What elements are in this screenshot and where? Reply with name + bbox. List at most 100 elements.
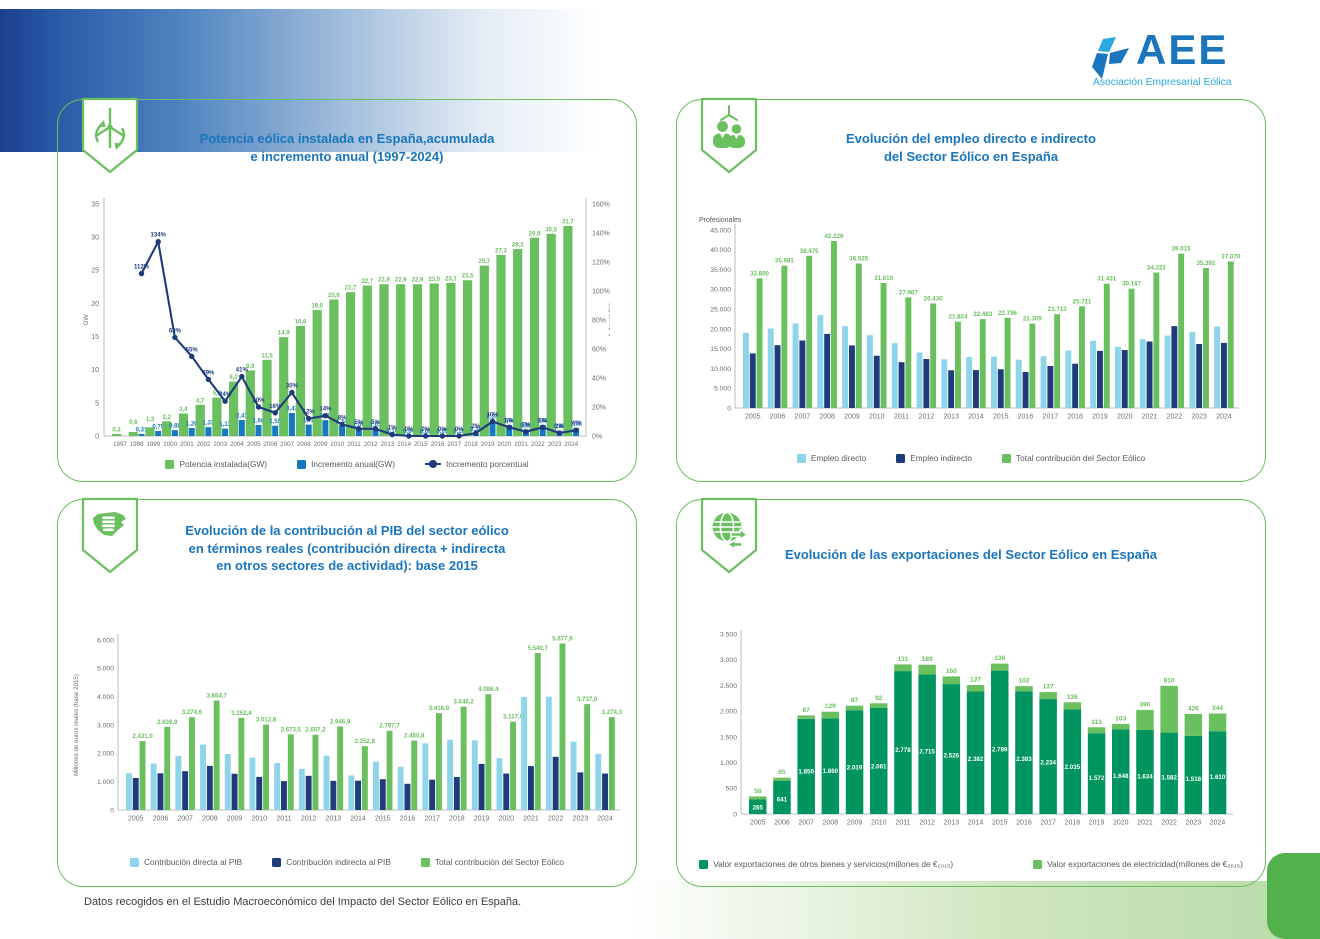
svg-text:35.981: 35.981	[775, 258, 794, 265]
svg-text:2019: 2019	[481, 441, 495, 448]
svg-text:30.000: 30.000	[710, 287, 731, 294]
svg-text:39.015: 39.015	[1172, 246, 1191, 253]
svg-text:2017: 2017	[447, 441, 461, 448]
svg-text:20.000: 20.000	[710, 326, 731, 333]
svg-text:3.012,8: 3.012,8	[256, 717, 277, 724]
svg-text:0,31: 0,31	[136, 427, 148, 433]
svg-text:2009: 2009	[844, 414, 860, 421]
svg-text:6%: 6%	[538, 418, 547, 424]
svg-text:27.967: 27.967	[899, 289, 918, 296]
svg-text:87: 87	[851, 697, 859, 704]
svg-text:20%: 20%	[253, 398, 266, 404]
chart-title-exports: Evolución de las exportaciones del Secto…	[784, 547, 1158, 562]
svg-text:2013: 2013	[381, 441, 395, 448]
chart-title-gdp: Evolución de la contribución al PIB del …	[185, 523, 509, 574]
chart-employment-legend: Empleo directo Empleo indirecto Total cont…	[677, 453, 1265, 463]
svg-text:GW: GW	[83, 314, 90, 326]
svg-text:2005: 2005	[745, 414, 761, 421]
svg-text:24%: 24%	[219, 392, 232, 398]
svg-text:20,6: 20,6	[328, 293, 340, 299]
svg-text:9,9: 9,9	[246, 364, 255, 370]
svg-text:2.000: 2.000	[97, 751, 114, 758]
svg-text:2007: 2007	[280, 441, 294, 448]
svg-text:0,00: 0,00	[420, 430, 432, 436]
svg-text:2009: 2009	[314, 441, 328, 448]
svg-text:11,5: 11,5	[261, 353, 273, 359]
svg-text:2.382: 2.382	[968, 756, 984, 763]
svg-text:0%: 0%	[405, 427, 414, 433]
svg-text:2007: 2007	[177, 816, 193, 823]
svg-text:8%: 8%	[338, 415, 347, 421]
aee-pinwheel-icon	[1092, 37, 1129, 79]
svg-text:16,6: 16,6	[295, 319, 307, 325]
svg-text:1,18: 1,18	[570, 422, 582, 428]
svg-text:150: 150	[946, 668, 957, 675]
svg-text:22,7: 22,7	[361, 279, 373, 285]
svg-text:5,8: 5,8	[213, 391, 222, 397]
svg-text:2.789: 2.789	[992, 747, 1008, 754]
bottom-green-band	[630, 881, 1320, 939]
svg-text:2020: 2020	[498, 441, 512, 448]
svg-text:5.000: 5.000	[97, 666, 114, 673]
svg-text:21,7: 21,7	[345, 286, 357, 292]
svg-text:2024: 2024	[564, 441, 578, 448]
svg-text:137: 137	[1043, 684, 1054, 691]
svg-text:160%: 160%	[592, 201, 610, 208]
aee-logo-text: AEE	[1136, 26, 1229, 73]
svg-text:2.673,5: 2.673,5	[281, 726, 302, 733]
svg-text:10: 10	[91, 367, 99, 374]
svg-text:0%: 0%	[455, 427, 464, 433]
svg-text:41%: 41%	[236, 368, 249, 374]
svg-text:4.000: 4.000	[97, 694, 114, 701]
svg-text:21.824: 21.824	[948, 314, 967, 321]
card-installed-capacity: Potencia eólica instalada en España,acum…	[57, 97, 637, 482]
footer-note: Datos recogidos en el Estudio Macroeconó…	[84, 896, 522, 908]
svg-text:2.431,0: 2.431,0	[132, 733, 153, 740]
svg-text:2013: 2013	[943, 414, 959, 421]
chart-gdp-legend: Contribución directa al PIB Contribución …	[58, 857, 636, 867]
svg-text:36.525: 36.525	[849, 256, 868, 263]
svg-text:5.877,9: 5.877,9	[552, 635, 573, 642]
svg-text:23,5: 23,5	[462, 274, 474, 280]
svg-text:0,88: 0,88	[520, 424, 532, 430]
svg-text:2021: 2021	[1137, 820, 1153, 827]
svg-text:10.000: 10.000	[710, 366, 731, 373]
svg-text:67: 67	[802, 707, 810, 714]
svg-text:1,3: 1,3	[146, 417, 155, 423]
svg-text:2%: 2%	[555, 424, 564, 430]
svg-text:127: 127	[970, 676, 981, 683]
svg-text:3.117,0: 3.117,0	[503, 714, 524, 721]
professionals-icon	[700, 97, 758, 174]
svg-text:1,03: 1,03	[370, 423, 382, 429]
svg-text:2.000: 2.000	[720, 709, 737, 716]
svg-text:1.500: 1.500	[720, 734, 737, 741]
svg-text:0: 0	[110, 807, 114, 814]
svg-text:2007: 2007	[795, 414, 811, 421]
svg-text:2011: 2011	[276, 816, 291, 823]
svg-text:60%: 60%	[592, 346, 606, 353]
svg-text:3.418,9: 3.418,9	[429, 705, 450, 712]
svg-text:31.431: 31.431	[1097, 276, 1116, 283]
svg-text:16%: 16%	[269, 404, 282, 410]
svg-text:1998: 1998	[130, 441, 144, 448]
svg-text:25.711: 25.711	[1073, 298, 1092, 305]
card-exports: Evolución de las exportaciones del Secto…	[676, 497, 1266, 887]
svg-text:68%: 68%	[169, 328, 182, 334]
svg-text:500: 500	[726, 786, 738, 793]
svg-text:2011: 2011	[895, 820, 910, 827]
svg-text:2.946,9: 2.946,9	[330, 719, 351, 726]
svg-text:22,9: 22,9	[378, 278, 390, 284]
svg-text:2.500: 2.500	[720, 683, 737, 690]
svg-text:2004: 2004	[230, 441, 244, 448]
svg-text:910: 910	[1164, 677, 1175, 684]
chart-title-capacity: Potencia eólica instalada en España,acum…	[199, 131, 495, 164]
svg-text:2013: 2013	[944, 820, 960, 827]
svg-text:1.610: 1.610	[1210, 774, 1226, 781]
chart-capacity-plot: 0 5 10 15 20 25 30 35 0% 20% 40% 60% 80% 100% 120% 140%…	[80, 190, 615, 456]
svg-text:2012: 2012	[919, 414, 935, 421]
svg-text:3.252,4: 3.252,4	[231, 710, 252, 717]
svg-text:2.252,8: 2.252,8	[355, 738, 376, 745]
svg-text:2015: 2015	[993, 414, 1009, 421]
svg-text:1,33: 1,33	[203, 421, 215, 427]
